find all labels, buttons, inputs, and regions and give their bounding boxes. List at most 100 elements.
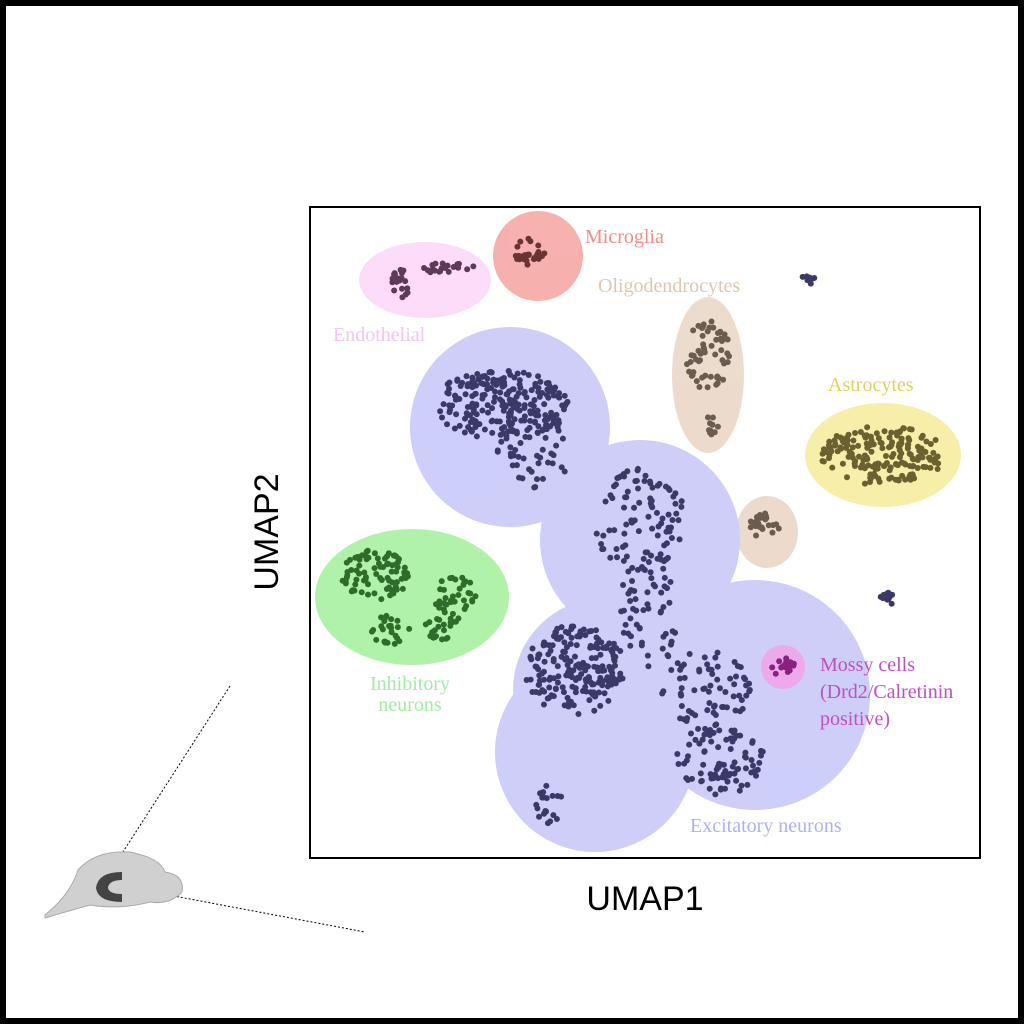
cell-point — [382, 638, 389, 645]
cell-point — [623, 521, 630, 528]
y-axis-label: UMAP2 — [248, 473, 286, 590]
cell-point — [867, 474, 874, 481]
cell-point — [934, 466, 941, 473]
cell-point — [588, 644, 595, 651]
cell-point — [559, 402, 566, 409]
cell-point — [907, 471, 914, 478]
cell-point — [571, 653, 578, 660]
cell-point — [889, 439, 896, 446]
cell-point — [472, 418, 479, 425]
cell-point — [606, 640, 613, 647]
cell-point — [388, 629, 395, 636]
cell-point — [851, 463, 858, 470]
cell-point — [536, 813, 543, 820]
cell-point — [888, 600, 895, 607]
cell-point — [920, 463, 927, 470]
cell-point — [556, 390, 563, 397]
cell-point — [681, 674, 688, 681]
cell-point — [496, 418, 503, 425]
cell-point — [706, 420, 713, 427]
cell-point — [567, 641, 574, 648]
cell-point — [463, 373, 470, 380]
cell-point — [709, 414, 716, 421]
cell-point — [686, 368, 693, 375]
cell-points — [339, 235, 942, 827]
cell-point — [516, 474, 523, 481]
cell-point — [344, 568, 351, 575]
cell-point — [520, 455, 527, 462]
cell-point — [666, 486, 673, 493]
cell-point — [686, 741, 693, 748]
cell-point — [742, 749, 749, 756]
cell-point — [642, 472, 649, 479]
cell-point — [343, 574, 350, 581]
cell-point — [617, 670, 624, 677]
cell-point — [839, 460, 846, 467]
cell-point — [535, 423, 542, 430]
cell-point — [381, 555, 388, 562]
cell-point — [388, 568, 395, 575]
cell-point — [864, 424, 871, 431]
cell-point — [353, 576, 360, 583]
cell-point — [517, 238, 524, 245]
cell-point — [644, 589, 651, 596]
cell-point — [714, 423, 721, 430]
cluster-label: positive) — [820, 708, 890, 730]
cell-point — [714, 663, 721, 670]
cell-point — [469, 378, 476, 385]
cell-point — [700, 761, 707, 768]
cell-point — [554, 625, 561, 632]
cell-point — [550, 812, 557, 819]
cell-point — [401, 564, 408, 571]
cell-point — [906, 437, 913, 444]
cell-point — [464, 266, 471, 273]
cell-point — [436, 604, 443, 611]
cell-point — [360, 577, 367, 584]
cell-point — [449, 574, 456, 581]
cell-point — [735, 765, 742, 772]
cell-point — [669, 517, 676, 524]
cell-point — [422, 621, 429, 628]
cell-point — [674, 660, 681, 667]
cell-point — [358, 589, 365, 596]
cell-point — [613, 645, 620, 652]
cell-point — [591, 707, 598, 714]
cell-point — [715, 744, 722, 751]
cell-point — [461, 429, 468, 436]
cell-point — [533, 663, 540, 670]
cell-point — [843, 444, 850, 451]
cell-point — [776, 658, 783, 665]
cell-point — [450, 264, 457, 271]
cell-point — [558, 793, 565, 800]
cell-point — [676, 675, 683, 682]
cell-point — [675, 517, 682, 524]
cell-point — [539, 475, 546, 482]
cell-point — [514, 370, 521, 377]
cell-point — [628, 517, 635, 524]
cell-point — [449, 593, 456, 600]
cell-point — [881, 428, 888, 435]
cell-point — [907, 476, 914, 483]
cell-point — [935, 460, 942, 467]
cell-point — [561, 702, 568, 709]
cell-point — [636, 624, 643, 631]
cell-point — [852, 458, 859, 465]
cell-point — [657, 551, 664, 558]
cell-point — [371, 565, 378, 572]
cell-point — [501, 382, 508, 389]
cell-point — [457, 382, 464, 389]
cell-point — [673, 510, 680, 517]
cell-point — [540, 789, 547, 796]
cell-point — [930, 449, 937, 456]
cell-point — [529, 645, 536, 652]
cell-point — [460, 581, 467, 588]
cell-point — [535, 248, 542, 255]
cell-point — [394, 635, 401, 642]
cell-point — [389, 562, 396, 569]
cell-point — [716, 727, 723, 734]
cell-point — [494, 448, 501, 455]
cell-point — [593, 530, 600, 537]
cell-point — [537, 378, 544, 385]
cell-point — [446, 379, 453, 386]
cell-point — [923, 438, 930, 445]
